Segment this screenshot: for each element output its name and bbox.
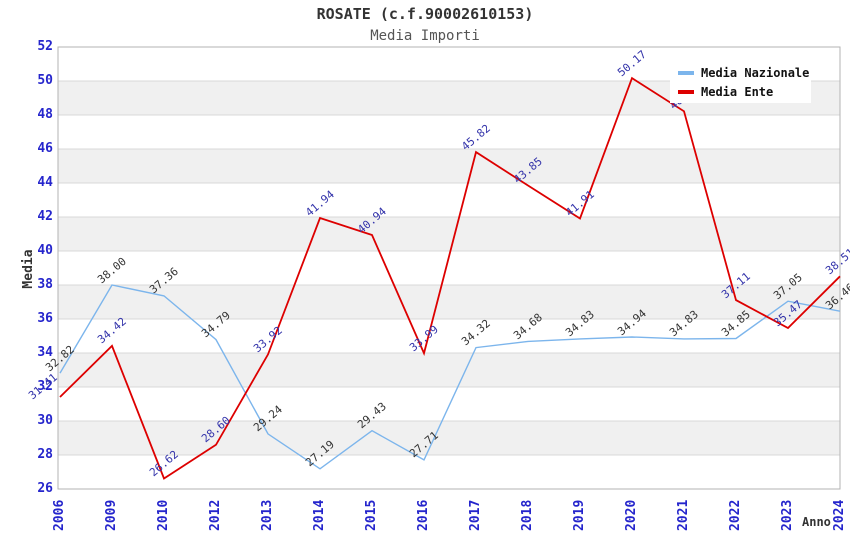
series-line-media-nazionale (59, 284, 841, 470)
x-tick-label: 2024 (832, 499, 847, 531)
legend-label: Media Ente (701, 84, 774, 99)
x-tick-label: 2014 (312, 499, 327, 531)
chart-title: ROSATE (c.f.90002610153) (316, 5, 534, 23)
y-tick-label: 44 (37, 175, 53, 190)
plot-band (58, 149, 840, 183)
x-tick-label: 2013 (260, 499, 275, 531)
plot-band (58, 285, 840, 319)
x-axis-title: Anno (802, 515, 831, 529)
x-tick-label: 2023 (780, 499, 795, 531)
legend-item-media-ente[interactable]: Media Ente (678, 82, 811, 101)
x-tick-label: 2022 (728, 499, 743, 531)
x-tick-label: 2020 (624, 499, 639, 531)
legend: Media Nazionale Media Ente (670, 58, 811, 103)
x-tick-label: 2018 (520, 499, 535, 531)
y-tick-label: 40 (37, 243, 53, 258)
y-tick-label: 48 (37, 107, 53, 122)
x-tick-label: 2021 (676, 499, 691, 531)
x-tick-label: 2009 (104, 499, 119, 531)
y-tick-label: 52 (37, 39, 53, 54)
y-tick-label: 50 (37, 73, 53, 88)
media-nazionale-line-swatch-icon (678, 70, 694, 75)
legend-item-media-nazionale[interactable]: Media Nazionale (678, 63, 811, 82)
plot-band (58, 421, 840, 455)
x-tick-label: 2006 (52, 499, 67, 531)
y-tick-label: 28 (37, 447, 53, 462)
plot-band (58, 217, 840, 251)
plot-border (57, 46, 841, 490)
chart-subtitle: Media Importi (370, 28, 480, 44)
y-tick-label: 42 (37, 209, 53, 224)
x-tick-label: 2010 (156, 499, 171, 531)
y-tick-label: 46 (37, 141, 53, 156)
x-tick-label: 2019 (572, 499, 587, 531)
y-tick-label: 36 (37, 311, 53, 326)
legend-label: Media Nazionale (701, 65, 810, 80)
x-tick-label: 2015 (364, 499, 379, 531)
x-tick-label: 2017 (468, 499, 483, 531)
y-tick-label: 32 (37, 379, 53, 394)
x-tick-label: 2016 (416, 499, 431, 531)
y-tick-label: 38 (37, 277, 53, 292)
media-ente-line-swatch-icon (678, 89, 694, 94)
series-line-media-ente (59, 76, 841, 480)
y-axis-title: Media (21, 249, 36, 289)
plot-band (58, 353, 840, 387)
y-tick-label: 26 (37, 481, 53, 496)
y-tick-label: 34 (37, 345, 53, 360)
y-tick-label: 30 (37, 413, 53, 428)
x-tick-label: 2012 (208, 499, 223, 531)
